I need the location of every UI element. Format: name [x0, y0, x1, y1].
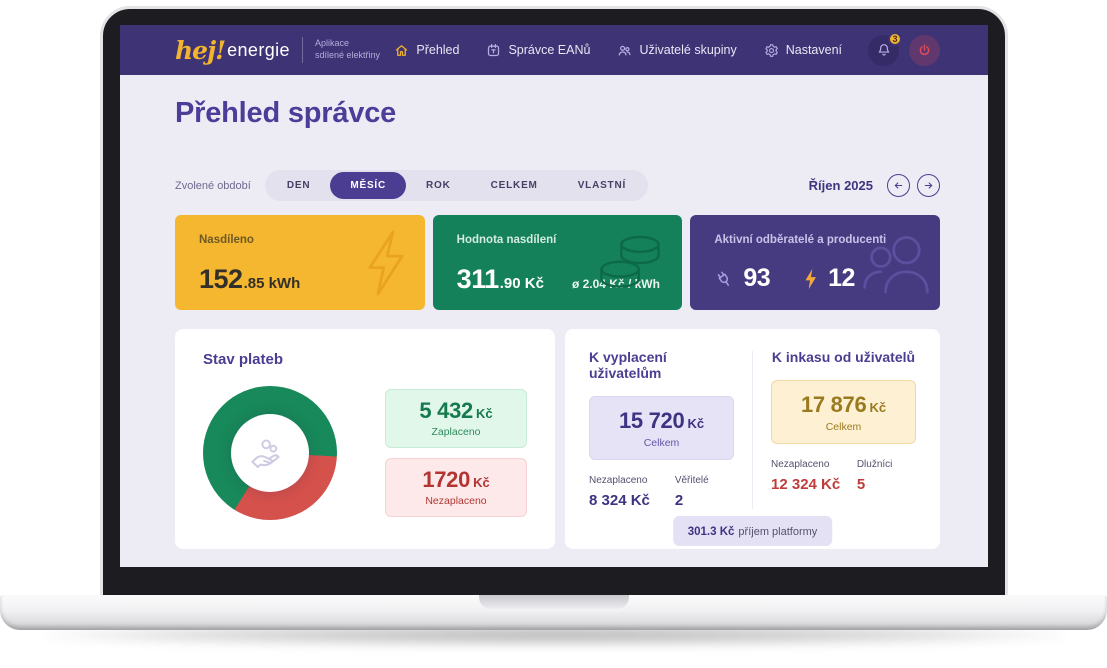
payout-column: K vyplacení uživatelům 15 720 Kč Celkem N… [589, 349, 734, 509]
collection-total-value: 17 876 [800, 392, 867, 417]
payout-title: K vyplacení uživatelům [589, 349, 667, 381]
people-group-icon [863, 235, 929, 293]
page-title: Přehled správce [175, 97, 397, 129]
kpi-card-nasdileno: Nasdíleno 152 .85 kWh [175, 215, 425, 310]
period-label: Zvolené období [175, 179, 251, 192]
lightning-bolt-icon [368, 230, 404, 295]
logo-script: hej! [175, 35, 226, 65]
kpi-label: Nasdíleno [199, 234, 254, 246]
kpi-card-aktivni-uzivatele: Aktivní odběratelé a producenti 93 12 [690, 215, 941, 310]
nav-item-uzivatele-skupiny[interactable]: Uživatelé skupiny [617, 43, 737, 58]
payments-status-card: Stav plateb [175, 329, 555, 549]
payout-total-box: 15 720 Kč Celkem [589, 396, 734, 460]
app-screen: hej! energie Aplikace sdílené elektřiny … [120, 25, 988, 567]
previous-period-button[interactable] [887, 174, 910, 197]
plug-icon [488, 43, 500, 56]
collection-total-box: 17 876 Kč Celkem [771, 380, 916, 444]
detail-cards: Stav plateb [175, 329, 940, 549]
laptop-base [0, 595, 1107, 630]
column-divider [752, 351, 753, 509]
paid-label: Zaplaceno [431, 426, 481, 438]
app-navbar: hej! energie Aplikace sdílené elektřiny … [120, 25, 988, 75]
bell-icon [878, 44, 889, 56]
nav-item-prehled[interactable]: Přehled [394, 43, 459, 58]
lightning-small-icon [805, 268, 817, 289]
home-icon [396, 44, 408, 56]
nav-item-spravce-eanu[interactable]: Správce EANů [486, 43, 590, 58]
arrow-left-icon [894, 182, 903, 189]
plug-small-icon [718, 271, 730, 286]
debtors-stat: Dlužníci 5 [856, 459, 893, 493]
collection-column: K inkasu od uživatelů 17 876 Kč Celkem Ne… [771, 349, 916, 509]
current-period: Říjen 2025 [808, 178, 873, 193]
paid-amount-box: 5 432 Kč Zaplaceno [385, 389, 527, 448]
donut-center [231, 414, 309, 492]
kpi-label: Hodnota nasdílení [456, 234, 557, 246]
kpi-value: 152 .85 kWh [199, 264, 301, 294]
payments-donut-chart [203, 386, 337, 520]
coins-icon [600, 235, 661, 288]
unpaid-label: Nezaplaceno [425, 495, 487, 507]
logo-text: energie [227, 39, 290, 60]
power-icon [919, 44, 930, 55]
date-navigation: Říjen 2025 [809, 174, 940, 197]
tab-celkem[interactable]: CELKEM [471, 172, 558, 199]
producers-count: 12 [828, 264, 855, 292]
navbar-actions: 3 [868, 31, 940, 66]
next-period-button[interactable] [917, 174, 940, 197]
main-nav: Přehled Správce EANů Uživatelé skup [394, 43, 842, 58]
nav-item-nastaveni[interactable]: Nastavení [764, 43, 842, 58]
gear-icon [765, 43, 778, 57]
platform-income-badge: 301.3 Kč příjem platformy [672, 516, 833, 546]
tab-den[interactable]: DEN [267, 172, 331, 199]
notification-badge: 3 [888, 31, 902, 46]
settlement-card: K vyplacení uživatelům 15 720 Kč Celkem N… [565, 329, 940, 549]
users-icon [619, 45, 632, 55]
payout-unpaid-stat: Nezaplaceno 8 324 Kč [589, 475, 650, 509]
consumers-count: 93 [743, 264, 771, 292]
arrow-right-icon [924, 182, 933, 189]
hand-coins-icon [251, 439, 280, 468]
collection-title: K inkasu od uživatelů [771, 349, 916, 365]
period-selector-row: Zvolené období DEN MĚSÍC ROK CELKEM VLAS… [175, 170, 940, 201]
unpaid-value: 1720 [422, 467, 471, 492]
tab-vlastni[interactable]: VLASTNÍ [558, 172, 646, 199]
payout-total-value: 15 720 [618, 408, 685, 433]
unpaid-amount-box: 1720 Kč Nezaplaceno [385, 458, 527, 517]
kpi-label: Aktivní odběratelé a producenti [714, 234, 887, 246]
laptop-lid: hej! energie Aplikace sdílené elektřiny … [100, 6, 1008, 598]
kpi-cards: Nasdíleno 152 .85 kWh Hodnota nasdílení … [175, 215, 941, 310]
brand-divider [301, 37, 303, 63]
tab-mesic[interactable]: MĚSÍC [330, 172, 407, 199]
dashboard-content: Přehled správce Zvolené období DEN MĚSÍC… [120, 97, 988, 549]
brand-logo: hej! energie Aplikace sdílené elektřiny [175, 36, 380, 65]
paid-value: 5 432 [419, 398, 473, 423]
laptop-notch [479, 595, 629, 609]
collection-unpaid-stat: Nezaplaceno 12 324 Kč [771, 459, 841, 493]
kpi-card-hodnota-nasdileni: Hodnota nasdílení 311 .90 Kč ø 2.04 Kč /… [432, 215, 683, 310]
logout-button[interactable] [909, 34, 940, 66]
tab-rok[interactable]: ROK [406, 172, 471, 199]
payments-title: Stav plateb [203, 351, 284, 368]
kpi-value: 93 12 [714, 264, 855, 293]
period-tabs: DEN MĚSÍC ROK CELKEM VLASTNÍ [264, 170, 649, 201]
brand-tagline: Aplikace sdílené elektřiny [314, 38, 381, 60]
creditors-stat: Věřitelé 2 [674, 475, 709, 509]
notifications-button[interactable]: 3 [868, 31, 902, 66]
